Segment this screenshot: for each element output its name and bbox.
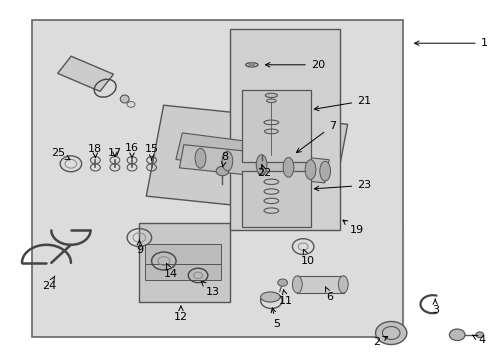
Text: 6: 6 <box>325 287 333 302</box>
Text: 11: 11 <box>279 290 292 306</box>
Ellipse shape <box>120 95 129 103</box>
Text: 19: 19 <box>342 220 363 235</box>
Text: 14: 14 <box>164 263 178 279</box>
Circle shape <box>257 160 265 166</box>
Text: 12: 12 <box>174 306 187 322</box>
Text: 23: 23 <box>314 180 370 191</box>
Text: 24: 24 <box>41 276 56 291</box>
Text: 17: 17 <box>108 148 122 158</box>
Bar <box>145 244 221 264</box>
Circle shape <box>216 166 228 176</box>
Circle shape <box>277 279 287 286</box>
Ellipse shape <box>195 148 205 168</box>
Bar <box>179 145 328 183</box>
Text: 21: 21 <box>314 96 370 111</box>
Ellipse shape <box>260 292 280 302</box>
Text: 7: 7 <box>296 121 335 153</box>
Text: 3: 3 <box>431 299 438 315</box>
Ellipse shape <box>256 155 266 175</box>
Bar <box>242 90 310 162</box>
Ellipse shape <box>292 276 302 293</box>
Circle shape <box>375 321 406 345</box>
Ellipse shape <box>266 99 276 103</box>
Text: 1: 1 <box>414 38 487 48</box>
Ellipse shape <box>264 93 277 98</box>
Bar <box>176 133 259 170</box>
Bar <box>242 171 310 227</box>
Circle shape <box>258 170 264 175</box>
Text: 4: 4 <box>472 335 484 345</box>
Text: 20: 20 <box>265 60 324 70</box>
Text: 8: 8 <box>221 152 228 167</box>
Bar <box>58 56 113 91</box>
Bar <box>32 20 403 337</box>
Text: 13: 13 <box>201 282 219 297</box>
Text: 18: 18 <box>88 144 102 158</box>
Ellipse shape <box>222 151 232 171</box>
Bar <box>139 223 229 302</box>
Text: 15: 15 <box>144 144 158 160</box>
Ellipse shape <box>338 276 347 293</box>
Bar <box>146 105 347 215</box>
Text: 25: 25 <box>52 148 70 159</box>
Text: 10: 10 <box>301 249 314 266</box>
Text: 2: 2 <box>372 337 387 347</box>
Bar <box>145 264 221 280</box>
Circle shape <box>475 332 483 338</box>
Text: 16: 16 <box>125 143 139 158</box>
Text: 5: 5 <box>271 308 279 329</box>
Bar <box>229 29 339 230</box>
Circle shape <box>448 329 464 341</box>
Ellipse shape <box>319 161 330 181</box>
Text: 22: 22 <box>256 165 271 178</box>
Bar <box>297 276 343 293</box>
Ellipse shape <box>305 160 315 180</box>
Text: 9: 9 <box>136 240 142 255</box>
Circle shape <box>248 63 254 67</box>
Ellipse shape <box>283 157 293 177</box>
